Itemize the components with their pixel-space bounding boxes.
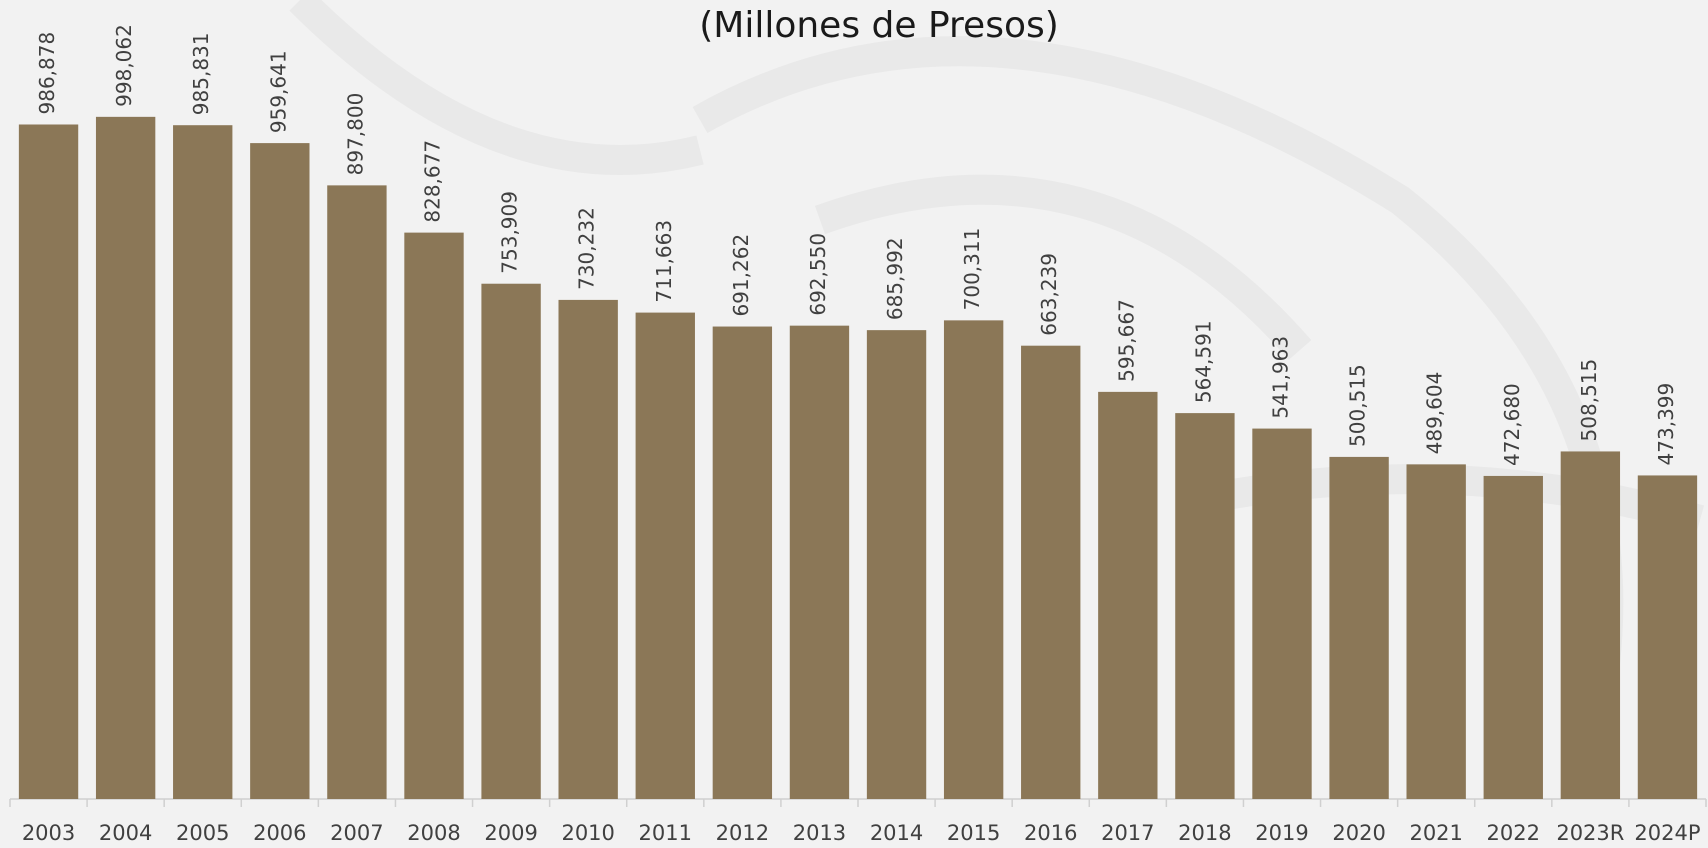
x-tick-label: 2013 — [793, 821, 846, 845]
x-tick-label: 2006 — [253, 821, 306, 845]
bar — [1560, 451, 1621, 799]
x-tick-label: 2012 — [716, 821, 769, 845]
bar — [1329, 456, 1389, 799]
bar — [1252, 428, 1312, 799]
bar — [558, 299, 618, 799]
x-tick-label: 2008 — [407, 821, 460, 845]
bar — [1098, 391, 1158, 799]
data-label: 473,399 — [1654, 383, 1678, 466]
data-label: 700,311 — [960, 228, 984, 311]
x-tick-label: 2018 — [1178, 821, 1231, 845]
data-label: 564,591 — [1191, 320, 1215, 403]
data-label: 489,604 — [1423, 372, 1447, 455]
x-tick-label: 2011 — [639, 821, 692, 845]
bar — [1637, 475, 1698, 799]
bar — [1021, 345, 1081, 799]
x-tick-label: 2024P — [1634, 821, 1700, 845]
x-tick-label: 2020 — [1332, 821, 1385, 845]
data-label: 959,641 — [266, 50, 290, 133]
bar — [943, 320, 1004, 799]
x-tick-label: 2019 — [1255, 821, 1308, 845]
x-tick-label: 2005 — [176, 821, 229, 845]
data-label: 472,680 — [1500, 383, 1524, 466]
bar — [789, 325, 850, 799]
data-label: 753,909 — [498, 191, 522, 274]
data-label: 663,239 — [1037, 253, 1061, 336]
data-label: 508,515 — [1577, 359, 1601, 442]
bar — [1406, 464, 1466, 799]
x-tick-label: 2021 — [1409, 821, 1462, 845]
x-tick-label: 2010 — [561, 821, 614, 845]
data-label: 691,262 — [729, 234, 753, 317]
data-label: 998,062 — [112, 24, 136, 107]
bar — [866, 330, 927, 799]
x-tick-label: 2014 — [870, 821, 923, 845]
bar — [250, 143, 310, 800]
data-label: 986,878 — [35, 32, 59, 115]
bar — [404, 232, 464, 799]
data-label: 730,232 — [575, 207, 599, 290]
x-tick-label: 2015 — [947, 821, 1000, 845]
x-tick-label: 2016 — [1024, 821, 1077, 845]
data-label: 500,515 — [1346, 364, 1370, 447]
bar — [327, 185, 387, 799]
data-label: 985,831 — [189, 32, 213, 115]
bar — [95, 116, 156, 800]
bar — [18, 124, 79, 799]
x-tick-label: 2004 — [99, 821, 152, 845]
chart-title: (Millones de Presos) — [699, 5, 1059, 46]
data-label: 595,667 — [1114, 299, 1138, 382]
bar — [1483, 475, 1543, 799]
x-tick-label: 2009 — [484, 821, 537, 845]
x-tick-label: 2017 — [1101, 821, 1154, 845]
x-tick-label: 2003 — [22, 821, 75, 845]
x-tick-label: 2007 — [330, 821, 383, 845]
bar — [712, 326, 773, 799]
data-label: 828,677 — [421, 140, 445, 223]
data-label: 897,800 — [343, 93, 367, 176]
x-tick-label: 2022 — [1487, 821, 1540, 845]
bar — [173, 125, 233, 800]
bar — [1175, 413, 1235, 799]
x-tick-label: 2023R — [1556, 821, 1624, 845]
data-label: 541,963 — [1269, 336, 1293, 419]
bar — [635, 312, 695, 799]
data-label: 692,550 — [806, 233, 830, 316]
data-label: 685,992 — [883, 237, 907, 320]
bar — [481, 283, 541, 799]
data-label: 711,663 — [652, 220, 676, 303]
